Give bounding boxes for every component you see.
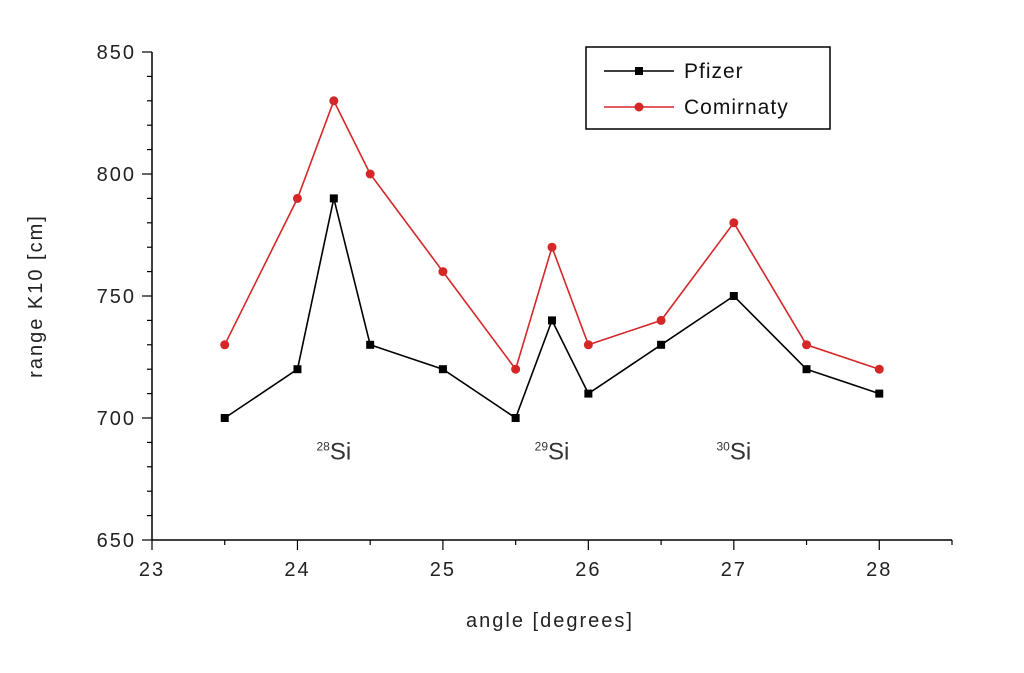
y-axis-title: range K10 [cm] <box>25 214 47 378</box>
isotope-label: 28Si <box>316 438 351 465</box>
legend-box <box>585 46 831 130</box>
y-tick-label: 650 <box>97 530 136 552</box>
series-line-pfizer <box>224 198 880 420</box>
data-point-comirnaty <box>583 340 593 350</box>
isotope-mass-number: 29 <box>535 439 549 453</box>
data-point-pfizer <box>220 414 229 422</box>
data-point-pfizer <box>293 365 302 374</box>
data-point-comirnaty <box>802 340 812 350</box>
axes: 650 700 750 800 850 23 24 25 26 27 28 <box>97 42 953 581</box>
data-point-pfizer <box>366 340 375 349</box>
data-point-comirnaty <box>220 340 230 350</box>
data-point-pfizer <box>584 389 593 398</box>
isotope-label: 29Si <box>535 438 570 465</box>
data-point-pfizer <box>511 414 520 422</box>
isotope-label: 30Si <box>716 438 751 465</box>
legend: Pfizer Comirnaty <box>585 46 831 130</box>
data-point-comirnaty <box>438 267 448 277</box>
data-point-comirnaty <box>547 242 557 252</box>
series-layer <box>220 96 884 422</box>
data-point-pfizer <box>548 316 556 325</box>
data-point-pfizer <box>657 340 666 349</box>
legend-marker-pfizer <box>635 67 643 75</box>
legend-marker-comirnaty <box>634 102 644 112</box>
x-tick-label: 25 <box>430 559 456 581</box>
data-point-comirnaty <box>511 364 521 374</box>
y-tick-label: 750 <box>97 286 136 308</box>
isotope-mass-number: 28 <box>316 439 330 453</box>
y-tick-label: 800 <box>97 164 136 186</box>
annotations: 28Si 29Si 30Si <box>316 438 751 465</box>
legend-label-pfizer: Pfizer <box>684 60 744 83</box>
isotope-symbol: Si <box>730 438 751 465</box>
legend-label-comirnaty: Comirnaty <box>684 96 789 119</box>
data-point-pfizer <box>729 292 738 300</box>
isotope-symbol: Si <box>330 438 351 465</box>
data-point-pfizer <box>438 365 447 374</box>
x-tick-label: 26 <box>575 559 601 581</box>
data-point-comirnaty <box>656 315 666 325</box>
data-point-comirnaty <box>729 218 739 228</box>
data-point-comirnaty <box>365 169 375 179</box>
x-axis-title: angle [degrees] <box>466 610 634 632</box>
y-tick-label: 700 <box>97 408 136 430</box>
x-tick-label: 23 <box>139 559 165 581</box>
x-tick-label: 27 <box>721 559 747 581</box>
x-tick-label: 24 <box>284 559 310 581</box>
data-point-comirnaty <box>874 364 884 374</box>
data-point-pfizer <box>802 365 811 374</box>
series-line-comirnaty <box>223 98 880 371</box>
data-point-pfizer <box>875 389 884 398</box>
data-point-comirnaty <box>292 193 302 203</box>
data-point-pfizer <box>329 194 338 203</box>
data-point-comirnaty <box>329 96 339 106</box>
isotope-mass-number: 30 <box>716 439 730 453</box>
y-tick-label: 850 <box>97 42 136 64</box>
x-tick-label: 28 <box>866 559 892 581</box>
isotope-symbol: Si <box>548 438 569 465</box>
